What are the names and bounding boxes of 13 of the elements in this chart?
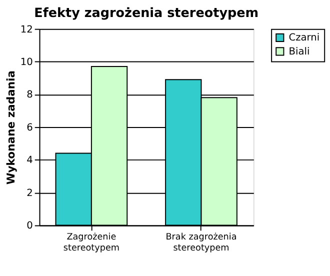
legend-label: Czarni (288, 32, 320, 44)
chart-title: Efekty zagrożenia stereotypem (34, 6, 259, 22)
y-tick-label: 2 (26, 188, 33, 199)
y-tick-label: 6 (26, 122, 33, 134)
y-tick-label: 4 (26, 155, 33, 166)
y-tick-label: 12 (20, 24, 33, 36)
y-tick-label: 10 (20, 57, 33, 68)
y-tick-label: 0 (26, 220, 33, 232)
legend-label: Biali (288, 46, 310, 58)
y-axis-title: Wykonane zadania (4, 70, 18, 185)
y-tick-label: 8 (26, 90, 33, 101)
x-tick-label: Zagrożenie stereotypem (63, 232, 120, 254)
x-tick-label: Brak zagrożenia stereotypem (166, 232, 237, 254)
